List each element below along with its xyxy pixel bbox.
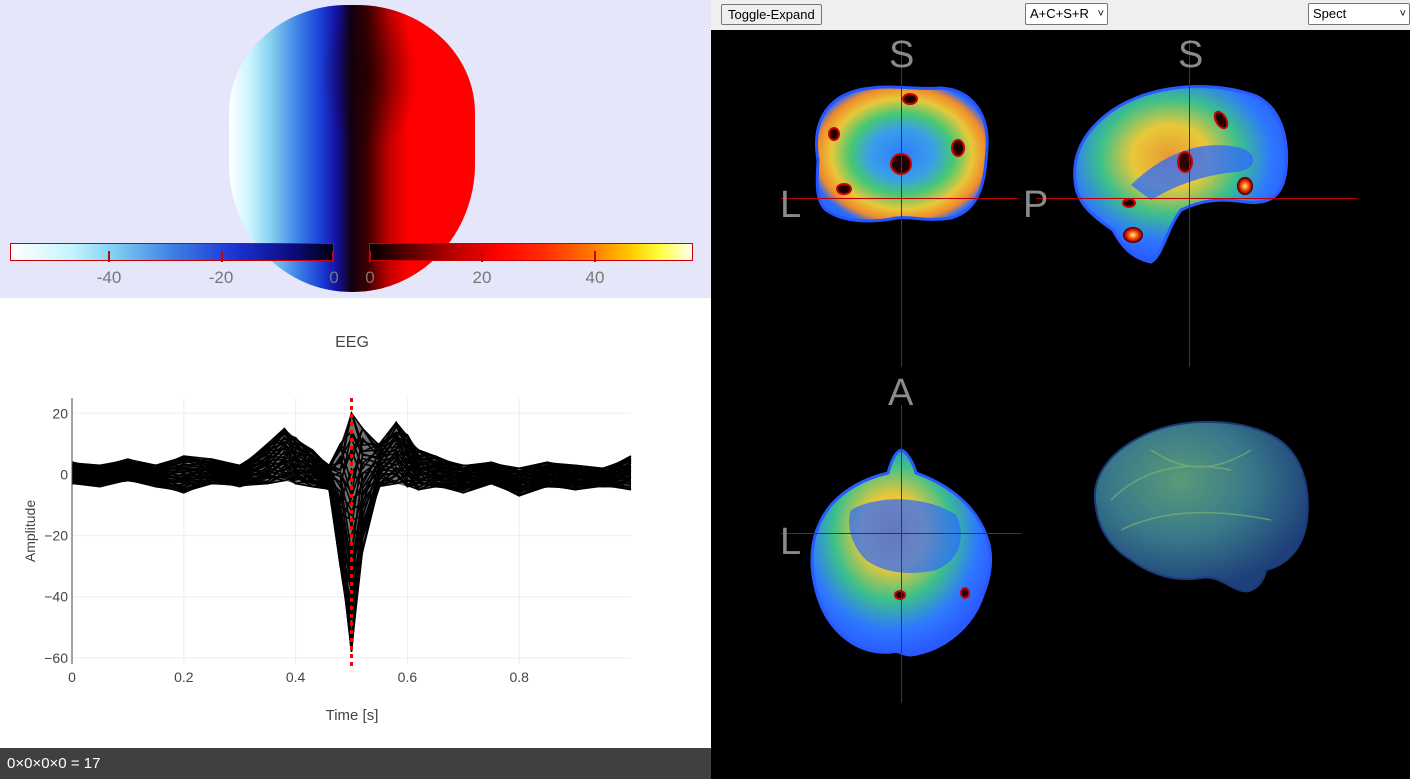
colorbar-tick	[481, 251, 483, 262]
modality-select-value: Spect	[1313, 6, 1347, 21]
x-ticks: 0 0.2 0.4 0.6 0.8	[68, 669, 529, 685]
orientation-label-left: L	[780, 184, 802, 226]
crosshair-sagittal-horizontal	[1036, 198, 1358, 199]
toggle-expand-button[interactable]: Toggle-Expand	[721, 4, 822, 25]
y-ticks: 20 0 −20 −40 −60	[44, 405, 68, 666]
x-tick-label: 0.2	[174, 669, 194, 685]
y-tick-label: −60	[44, 650, 68, 666]
modality-select[interactable]: Spect ˅	[1308, 3, 1410, 25]
eeg-plot-svg[interactable]: EEG 0 0.2 0.4 0.6 0.8 200−20−40−60 Time [s] …	[0, 298, 711, 748]
chart-title: EEG	[335, 334, 369, 351]
x-tick-label: 0.8	[509, 669, 529, 685]
y-tick-label: −20	[44, 528, 68, 544]
x-tick-label: 0.6	[398, 669, 418, 685]
colorbar-label: -20	[208, 268, 234, 287]
layout-select[interactable]: A+C+S+R ˅	[1025, 3, 1108, 25]
status-bar: 0×0×0×0 = 17	[0, 748, 711, 779]
y-tick-label: 20	[52, 405, 68, 421]
orientation-label-superior: S	[889, 34, 915, 76]
topomap-panel: -40 -20 0 0 20 40	[0, 0, 711, 298]
chevron-down-icon: ˅	[1097, 8, 1104, 20]
colorbar-label: 0	[365, 268, 375, 287]
colorbar-tick	[221, 251, 223, 262]
crosshair-sagittal-vertical	[1189, 40, 1190, 367]
x-tick-label: 0.4	[286, 669, 306, 685]
crosshair-axial-vertical	[901, 405, 902, 703]
colorbar-label: 0	[329, 268, 339, 287]
sagittal-slice[interactable]	[1073, 85, 1289, 264]
status-text: 0×0×0×0 = 17	[7, 755, 101, 772]
colorbar-tick	[594, 251, 596, 262]
chevron-down-icon: ˅	[1399, 8, 1406, 20]
crosshair-coronal-horizontal	[781, 198, 1018, 199]
colorbar-label: 40	[585, 268, 605, 287]
viewer-toolbar: Toggle-Expand A+C+S+R ˅ Spect ˅	[711, 0, 1410, 30]
layout-select-value: A+C+S+R	[1030, 6, 1089, 21]
x-axis-label: Time [s]	[326, 707, 379, 724]
brain-3d-render[interactable]	[1093, 420, 1309, 593]
colorbar-label: 20	[472, 268, 492, 287]
colorbar-tick	[108, 251, 110, 262]
y-tick-label: −40	[44, 589, 68, 605]
crosshair-axial-horizontal	[781, 533, 1021, 534]
brain-slices-svg[interactable]	[711, 30, 1410, 779]
x-tick-label: 0	[68, 669, 76, 685]
colorbar-tick	[369, 251, 371, 262]
orientation-label-anterior: A	[888, 372, 914, 414]
orientation-label-posterior: P	[1023, 184, 1049, 226]
volume-viewer[interactable]: S L S P A L	[711, 30, 1410, 779]
colorbar-tick	[332, 251, 334, 262]
crosshair-coronal-vertical	[901, 40, 902, 367]
colorbar-label: -40	[96, 268, 122, 287]
eeg-trace	[71, 410, 632, 472]
orientation-label-superior: S	[1178, 34, 1204, 76]
eeg-chart[interactable]: EEG 0 0.2 0.4 0.6 0.8 20 0 −20 −40 −60 Time [s] …	[0, 298, 711, 748]
y-axis-label: Amplitude	[22, 500, 38, 562]
orientation-label-left: L	[780, 521, 802, 563]
y-tick-label: 0	[60, 466, 68, 482]
colorbar-negative	[10, 243, 334, 261]
colorbar-positive	[369, 243, 693, 261]
